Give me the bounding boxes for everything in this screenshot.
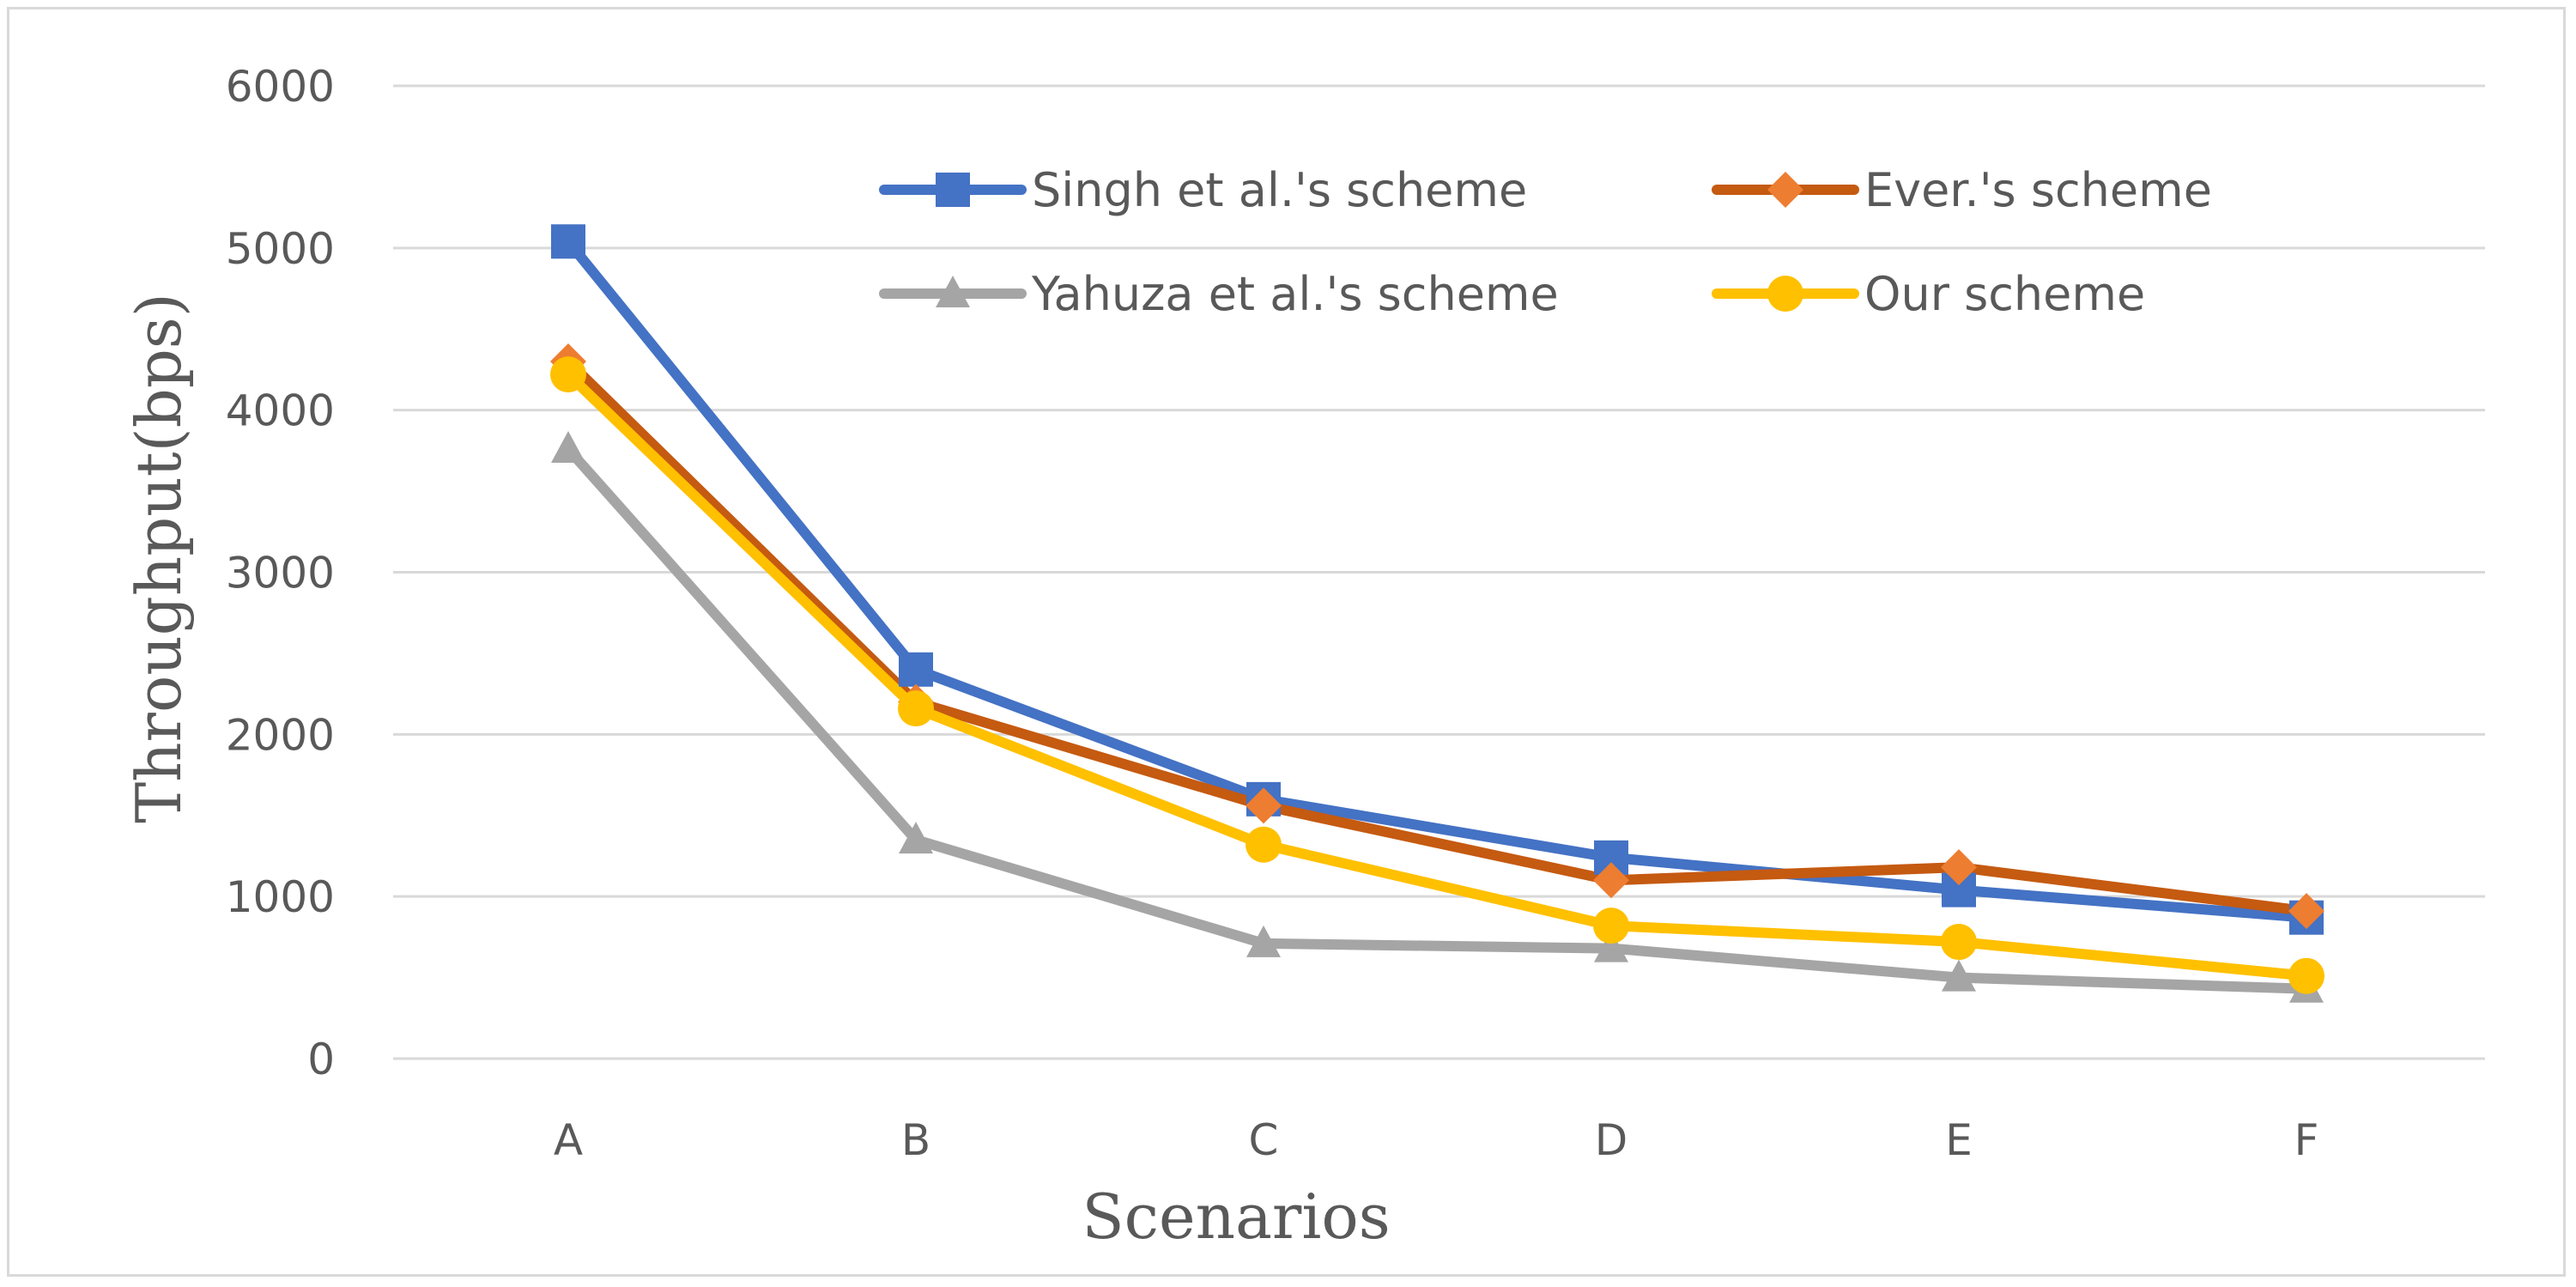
- legend-swatch-marker: [1767, 276, 1803, 312]
- gridlines: [393, 84, 2485, 1060]
- legend-item-ever-s-scheme: Ever.'s scheme: [1712, 163, 2212, 217]
- data-point-ever-s-scheme-c: [1246, 787, 1282, 824]
- data-point-our-scheme-f: [2288, 957, 2324, 994]
- y-axis-title: Throughput(bps): [123, 293, 195, 823]
- legend-item-yahuza-et-al-s-scheme: Yahuza et al.'s scheme: [879, 267, 1559, 321]
- data-point-yahuza-et-al-s-scheme-b: [899, 822, 933, 854]
- x-axis-ticks: A B C D E F: [554, 1115, 2318, 1165]
- legend-label: Yahuza et al.'s scheme: [1031, 267, 1559, 321]
- y-tick-label: 6000: [226, 62, 335, 112]
- data-point-ever-s-scheme-f: [2288, 893, 2324, 930]
- x-axis-title: Scenarios: [1082, 1181, 1390, 1253]
- y-tick-label: 0: [307, 1035, 335, 1084]
- legend-label: Singh et al.'s scheme: [1032, 163, 1527, 217]
- legend-swatch-marker: [1767, 172, 1803, 208]
- x-tick-label: B: [901, 1115, 930, 1165]
- series-lines: [563, 236, 2312, 994]
- series-line-singh-et-al-s-scheme: [563, 236, 2312, 923]
- series-line-our-scheme: [563, 369, 2312, 981]
- data-point-our-scheme-e: [1941, 924, 1977, 961]
- y-axis-ticks: 0 1000 2000 3000 4000 5000 6000: [226, 62, 335, 1084]
- series-markers: [550, 224, 2324, 1003]
- data-point-ever-s-scheme-d: [1593, 862, 1629, 899]
- y-tick-label: 4000: [226, 386, 335, 436]
- x-tick-label: A: [554, 1115, 583, 1165]
- legend: Singh et al.'s scheme Ever.'s scheme Yahuz…: [879, 163, 2212, 321]
- legend-item-our-scheme: Our scheme: [1712, 267, 2145, 321]
- series-line-yahuza-et-al-s-scheme: [563, 443, 2312, 994]
- x-tick-label: C: [1249, 1115, 1279, 1165]
- data-point-yahuza-et-al-s-scheme-e: [1942, 959, 1976, 992]
- legend-swatch-marker: [936, 173, 970, 207]
- y-tick-label: 2000: [226, 710, 335, 760]
- data-point-yahuza-et-al-s-scheme-d: [1594, 930, 1628, 962]
- data-point-singh-et-al-s-scheme-a: [551, 224, 585, 259]
- data-point-our-scheme-a: [550, 356, 586, 393]
- data-point-our-scheme-d: [1593, 908, 1629, 944]
- y-tick-label: 3000: [226, 549, 335, 598]
- legend-item-singh-et-al-s-scheme: Singh et al.'s scheme: [879, 163, 1527, 217]
- x-tick-label: E: [1945, 1115, 1973, 1165]
- data-point-our-scheme-b: [898, 690, 934, 727]
- legend-label: Our scheme: [1864, 267, 2145, 321]
- x-tick-label: D: [1595, 1115, 1628, 1165]
- data-point-our-scheme-c: [1246, 826, 1282, 863]
- x-tick-label: F: [2294, 1115, 2319, 1165]
- data-point-ever-s-scheme-e: [1941, 849, 1977, 886]
- data-point-yahuza-et-al-s-scheme-c: [1246, 925, 1281, 957]
- y-tick-label: 1000: [226, 872, 335, 922]
- legend-label: Ever.'s scheme: [1864, 163, 2212, 217]
- data-point-yahuza-et-al-s-scheme-a: [551, 430, 585, 463]
- y-tick-label: 5000: [226, 224, 335, 274]
- chart-frame: [7, 7, 2566, 1277]
- data-point-singh-et-al-s-scheme-b: [899, 652, 933, 687]
- legend-swatch-marker: [936, 276, 970, 307]
- series-line-ever-s-scheme: [563, 356, 2312, 917]
